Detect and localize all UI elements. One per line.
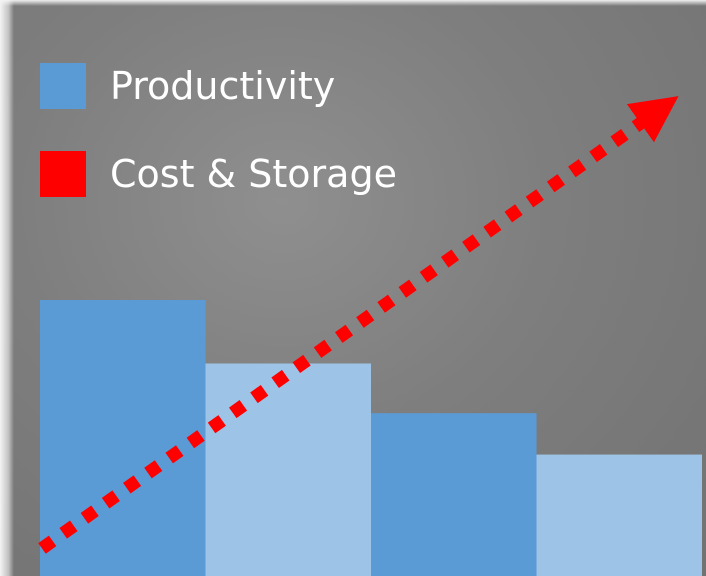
cost-storage-trend-arrow: [38, 96, 679, 554]
legend-item-cost-storage: Cost & Storage: [40, 150, 397, 198]
legend-item-productivity: Productivity: [40, 62, 397, 110]
productivity-bar-2: [205, 363, 371, 576]
bars-group: [40, 300, 702, 576]
productivity-bar-3: [371, 413, 537, 576]
cost-storage-swatch-icon: [40, 151, 86, 197]
legend: Productivity Cost & Storage: [40, 62, 397, 238]
legend-label-productivity: Productivity: [110, 64, 336, 108]
legend-label-cost-storage: Cost & Storage: [110, 152, 397, 196]
productivity-swatch-icon: [40, 63, 86, 109]
top-highlight: [0, 0, 706, 6]
productivity-bar-4: [536, 454, 702, 576]
left-edge-glow: [0, 0, 14, 576]
